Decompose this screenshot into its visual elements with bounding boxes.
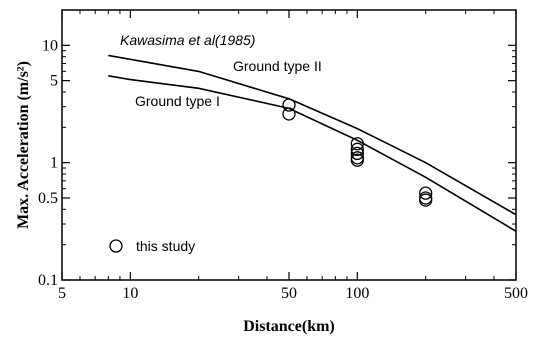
x-tick-label: 50: [281, 285, 297, 302]
ground-type-ii-label: Ground type II: [233, 58, 322, 74]
data-point: [282, 107, 296, 121]
y-tick-label: 1: [50, 155, 58, 172]
plot-frame: [61, 9, 517, 281]
legend-marker: [109, 239, 123, 253]
y-tick-label: 0.5: [38, 190, 58, 207]
ground-type-ii-line: [108, 54, 517, 216]
x-tick-label: 500: [504, 285, 528, 302]
data-point: [419, 186, 433, 200]
scatter-points: [282, 98, 433, 207]
y-tick-label: 0.1: [38, 272, 58, 289]
series-lines: [108, 54, 517, 232]
data-point: [350, 137, 364, 151]
axis-tick-labels: 5 10 50 100 500 0.1 0.5 1 5 10: [38, 37, 528, 302]
x-tick-label: 100: [345, 285, 369, 302]
x-tick-label: 10: [122, 285, 138, 302]
y-axis-label: Max. Acceleration (m/s²): [15, 61, 32, 229]
axis-ticks: [61, 9, 517, 281]
data-point: [350, 146, 364, 161]
x-tick-label: 5: [58, 285, 66, 302]
chart-labels: Distance(km) Max. Acceleration (m/s²) Ka…: [15, 32, 335, 335]
legend-label: this study: [136, 238, 195, 254]
x-axis-label: Distance(km): [243, 318, 335, 335]
kawasima-annotation: Kawasima et al(1985): [120, 32, 255, 48]
data-point: [419, 193, 433, 207]
data-point: [282, 98, 296, 112]
y-tick-label: 5: [50, 73, 58, 90]
y-tick-label: 10: [42, 37, 58, 54]
data-point: [350, 153, 364, 167]
data-point: [350, 142, 364, 156]
ground-type-i-label: Ground type I: [135, 93, 220, 109]
